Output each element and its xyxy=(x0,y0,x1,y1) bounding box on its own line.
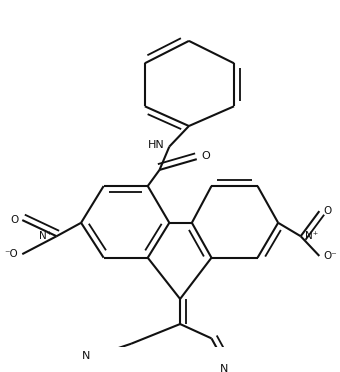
Text: N⁺: N⁺ xyxy=(305,231,318,241)
Text: N: N xyxy=(82,351,90,361)
Text: O: O xyxy=(10,215,18,225)
Text: O⁻: O⁻ xyxy=(323,251,337,261)
Text: N: N xyxy=(220,364,228,372)
Text: HN: HN xyxy=(148,140,164,150)
Text: N⁺: N⁺ xyxy=(39,231,53,241)
Text: O: O xyxy=(202,151,210,161)
Text: O: O xyxy=(323,206,332,216)
Text: ⁻O: ⁻O xyxy=(4,249,18,259)
